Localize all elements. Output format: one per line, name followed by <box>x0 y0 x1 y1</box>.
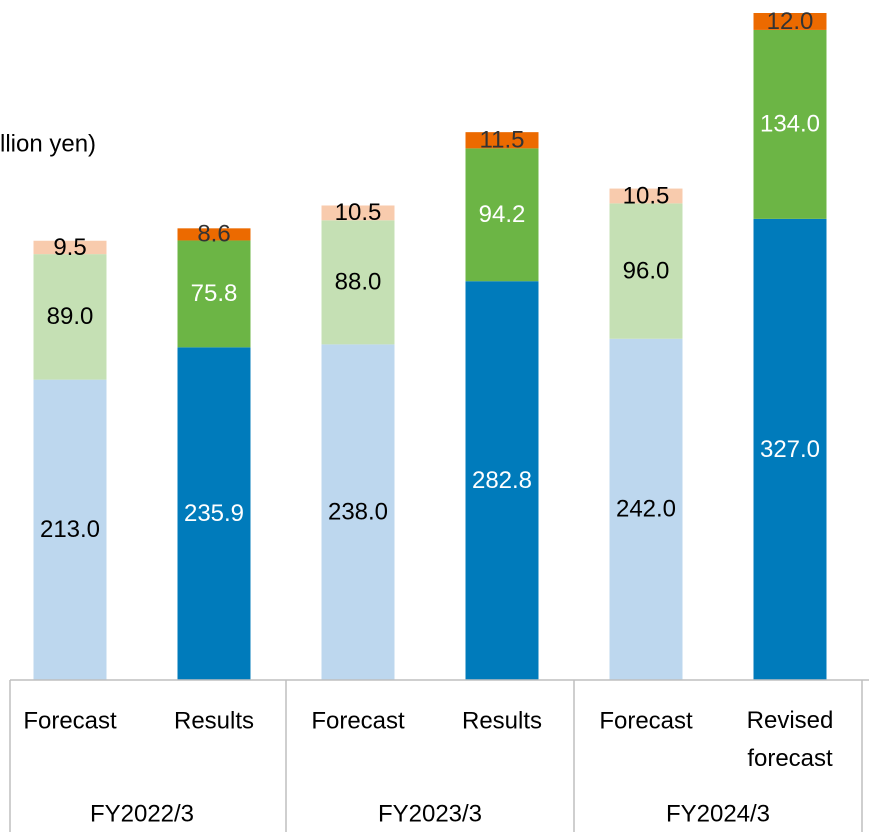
value-label: 238.0 <box>328 499 388 526</box>
group-label: FY2022/3 <box>90 800 194 827</box>
bar-segment <box>321 205 395 221</box>
bar-segment <box>609 188 683 204</box>
value-label: 327.0 <box>760 436 820 463</box>
value-label: 235.9 <box>184 500 244 527</box>
x-tick-label: Revised forecast <box>747 707 834 772</box>
value-label: 96.0 <box>623 257 670 284</box>
group-label: FY2023/3 <box>378 800 482 827</box>
x-tick-label: Forecast <box>23 707 117 734</box>
bar-segment <box>609 338 683 680</box>
unit-label: llion yen) <box>0 130 96 157</box>
bar-segment <box>753 13 827 30</box>
bar-segment <box>177 228 251 241</box>
bar-segment <box>465 281 539 680</box>
bar-segment <box>177 240 251 348</box>
group-label: FY2024/3 <box>666 800 770 827</box>
value-label: 9.5 <box>53 234 86 261</box>
bar-segment <box>321 220 395 345</box>
value-label: 8.6 <box>197 221 230 248</box>
value-label: 75.8 <box>191 280 238 307</box>
bar-segment <box>177 347 251 680</box>
x-tick-label: Forecast <box>311 707 405 734</box>
value-label: 10.5 <box>335 199 382 226</box>
bar-segment <box>33 240 107 255</box>
value-label: 12.0 <box>767 8 814 35</box>
value-label: 94.2 <box>479 201 526 228</box>
bar-segment <box>33 254 107 380</box>
bar-segment <box>609 203 683 339</box>
bar-segment <box>465 148 539 282</box>
value-label: 134.0 <box>760 111 820 138</box>
x-tick-label: Results <box>174 707 254 734</box>
value-label: 242.0 <box>616 496 676 523</box>
value-label: 89.0 <box>47 303 94 330</box>
value-label: 213.0 <box>40 516 100 543</box>
bar-segment <box>321 344 395 680</box>
value-label: 88.0 <box>335 269 382 296</box>
x-tick-label: Results <box>462 707 542 734</box>
value-label: 11.5 <box>480 127 525 154</box>
value-label: 282.8 <box>472 467 532 494</box>
bar-segment <box>33 379 107 680</box>
bar-segment <box>465 132 539 149</box>
value-label: 10.5 <box>623 182 670 209</box>
x-tick-label: Forecast <box>599 707 693 734</box>
bar-segment <box>753 29 827 219</box>
bar-segment <box>753 218 827 681</box>
